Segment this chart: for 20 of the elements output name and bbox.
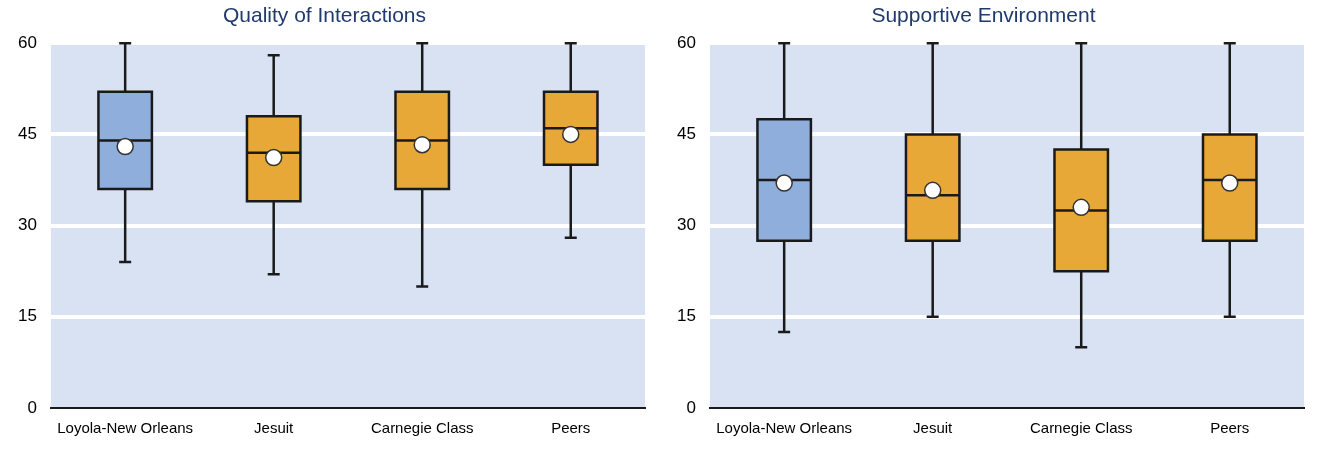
y-tick-label: 45 xyxy=(17,124,37,144)
y-tick-label: 15 xyxy=(676,306,696,326)
y-tick-label: 30 xyxy=(676,215,696,235)
x-tick-label: Loyola-New Orleans xyxy=(716,419,853,437)
y-tick-label: 60 xyxy=(17,32,37,52)
x-tick-label: Loyola-New Orleans xyxy=(57,419,194,437)
y-tick-label: 0 xyxy=(686,397,696,417)
chart-title: Quality of Interactions xyxy=(222,3,427,27)
x-tick-label: Carnegie Class xyxy=(370,419,474,437)
chart-title: Supportive Environment xyxy=(871,3,1096,27)
x-tick-label: Peers xyxy=(1210,419,1250,437)
y-tick-label: 60 xyxy=(676,32,696,52)
x-tick-label: Carnegie Class xyxy=(1029,419,1133,437)
x-tick-label: Jesuit xyxy=(254,419,295,437)
x-tick-label: Peers xyxy=(551,419,591,437)
y-tick-label: 45 xyxy=(676,124,696,144)
x-tick-label: Jesuit xyxy=(913,419,954,437)
y-tick-label: 30 xyxy=(17,215,37,235)
y-tick-label: 15 xyxy=(17,306,37,326)
y-tick-label: 0 xyxy=(27,397,37,417)
